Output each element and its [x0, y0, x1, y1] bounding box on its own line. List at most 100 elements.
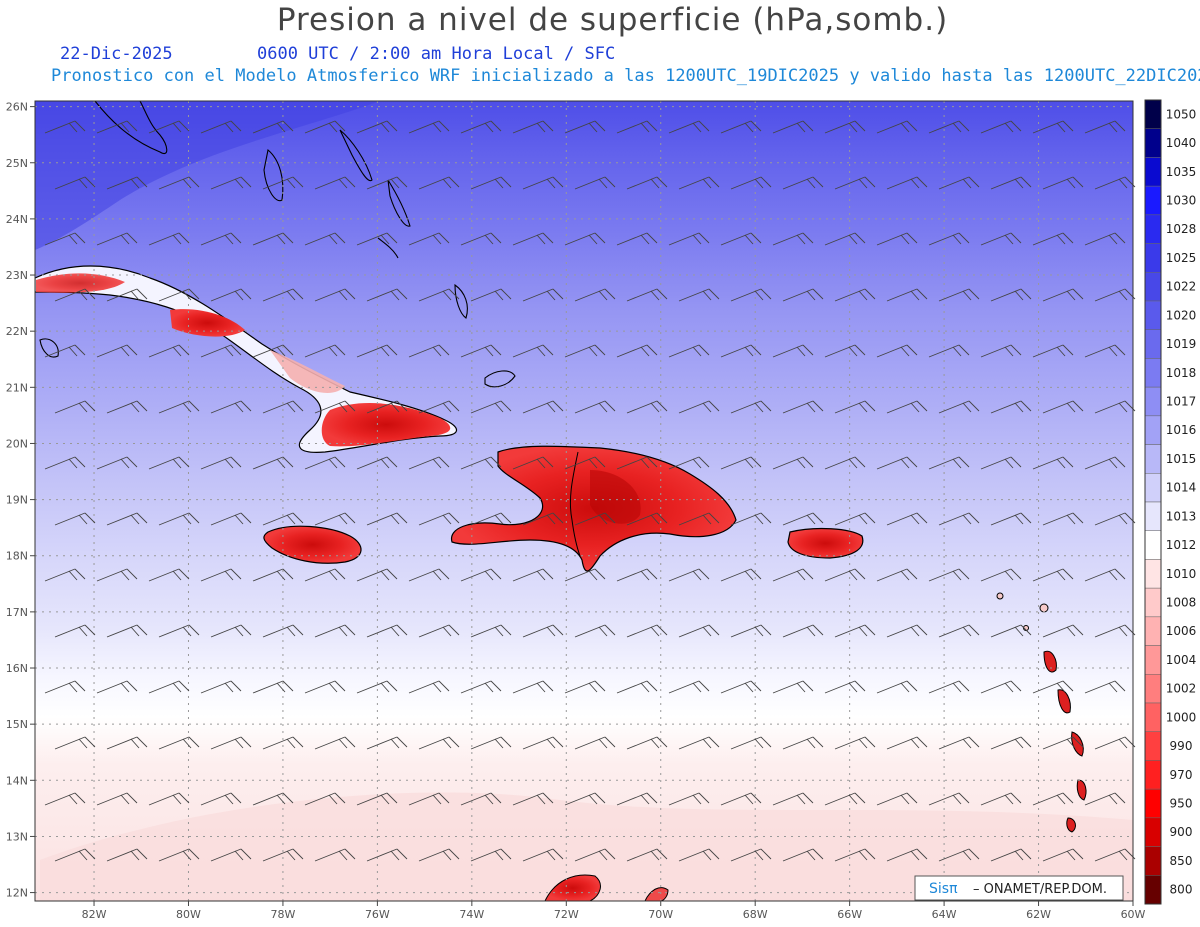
long-island — [377, 237, 399, 259]
wind-barb — [210, 512, 252, 526]
wind-barb — [772, 344, 814, 358]
wind-barb — [834, 288, 876, 302]
wind-barb — [304, 568, 346, 582]
colorbar-label: 850 — [1170, 854, 1193, 868]
colorbar-label: 1016 — [1166, 423, 1197, 437]
wind-barb — [252, 680, 294, 694]
wind-barb — [730, 736, 772, 750]
colorbar-label: 1002 — [1166, 682, 1197, 696]
wind-barb — [210, 624, 252, 638]
colorbar-swatch — [1144, 473, 1162, 503]
lon-tick-label: 70W — [648, 908, 673, 921]
wind-barb — [876, 120, 918, 134]
credit-text: – ONAMET/REP.DOM. — [973, 882, 1107, 897]
wind-barb — [626, 848, 668, 862]
wind-barb — [990, 400, 1032, 414]
colorbar-swatch — [1144, 501, 1162, 531]
wind-barb — [366, 512, 408, 526]
wind-barb — [782, 624, 824, 638]
wind-barb — [366, 736, 408, 750]
wind-barb — [980, 792, 1022, 806]
wind-barb — [1042, 848, 1084, 862]
wind-barb — [574, 176, 616, 190]
wind-barb — [44, 680, 86, 694]
map-title: Presion a nivel de superficie (hPa,somb.… — [276, 2, 949, 38]
wind-barb — [148, 120, 190, 134]
lat-tick-label: 12N — [6, 887, 28, 900]
wind-barb — [678, 176, 720, 190]
colorbar-label: 990 — [1170, 739, 1193, 753]
wind-barb — [834, 400, 876, 414]
wind-barb — [252, 232, 294, 246]
wind-barb — [574, 624, 616, 638]
wind-barb — [730, 848, 772, 862]
wind-barb — [366, 624, 408, 638]
wind-barb — [782, 400, 824, 414]
wind-barb — [356, 568, 398, 582]
colorbar-label: 800 — [1170, 883, 1193, 897]
wind-barb — [460, 344, 502, 358]
wind-barb — [886, 400, 928, 414]
wind-barb — [616, 792, 658, 806]
wind-barb — [54, 176, 96, 190]
wind-barb — [564, 120, 606, 134]
wind-barb — [876, 680, 918, 694]
wind-barb — [408, 456, 450, 470]
colorbar-label: 1004 — [1166, 653, 1197, 667]
wind-barb — [418, 288, 460, 302]
wind-barb — [1042, 288, 1084, 302]
wind-barb — [876, 568, 918, 582]
wind-barb — [928, 456, 970, 470]
lon-tick-label: 76W — [365, 908, 390, 921]
wind-barb — [512, 680, 554, 694]
wind-barb — [200, 344, 242, 358]
wind-barb — [314, 400, 356, 414]
wind-barb — [314, 288, 356, 302]
wind-barb — [200, 568, 242, 582]
andros-island — [263, 148, 284, 202]
wind-barb — [210, 288, 252, 302]
wind-barb — [262, 400, 304, 414]
wind-barb — [470, 736, 512, 750]
wind-barb — [262, 512, 304, 526]
wind-barb — [678, 624, 720, 638]
wind-barb — [366, 288, 408, 302]
wind-barb — [356, 120, 398, 134]
colorbar-label: 1014 — [1166, 481, 1197, 495]
colorbar-label: 1030 — [1166, 194, 1197, 208]
wind-barb — [252, 456, 294, 470]
wind-barb — [96, 344, 138, 358]
wind-barb — [262, 624, 304, 638]
paraguana-peninsula — [544, 874, 601, 901]
wind-barb — [564, 680, 606, 694]
colorbar-swatch — [1144, 875, 1162, 905]
wind-barb — [96, 792, 138, 806]
wind-barb — [96, 680, 138, 694]
wind-barb — [626, 288, 668, 302]
wind-barb — [782, 512, 824, 526]
wind-barb — [44, 120, 86, 134]
wind-barb — [418, 736, 460, 750]
wind-barb — [574, 736, 616, 750]
wind-barb — [106, 624, 148, 638]
wind-barb — [314, 736, 356, 750]
wind-barb — [148, 680, 190, 694]
wind-barb — [304, 344, 346, 358]
wind-barb — [824, 456, 866, 470]
wind-barb — [678, 288, 720, 302]
cuba-low-central — [170, 309, 245, 337]
wind-barb — [990, 848, 1032, 862]
wind-barbs — [44, 120, 1136, 862]
wind-barb — [470, 400, 512, 414]
wind-barb — [1032, 344, 1074, 358]
lat-tick-label: 19N — [6, 494, 28, 507]
colorbar-label: 1008 — [1166, 596, 1197, 610]
isla-juventud — [39, 338, 59, 358]
colorbar-swatch — [1144, 788, 1162, 819]
wind-barb — [54, 288, 96, 302]
wind-barb — [772, 456, 814, 470]
wind-barb — [96, 456, 138, 470]
wind-barb — [460, 232, 502, 246]
colorbar-swatch — [1144, 272, 1162, 302]
wind-barb — [772, 568, 814, 582]
